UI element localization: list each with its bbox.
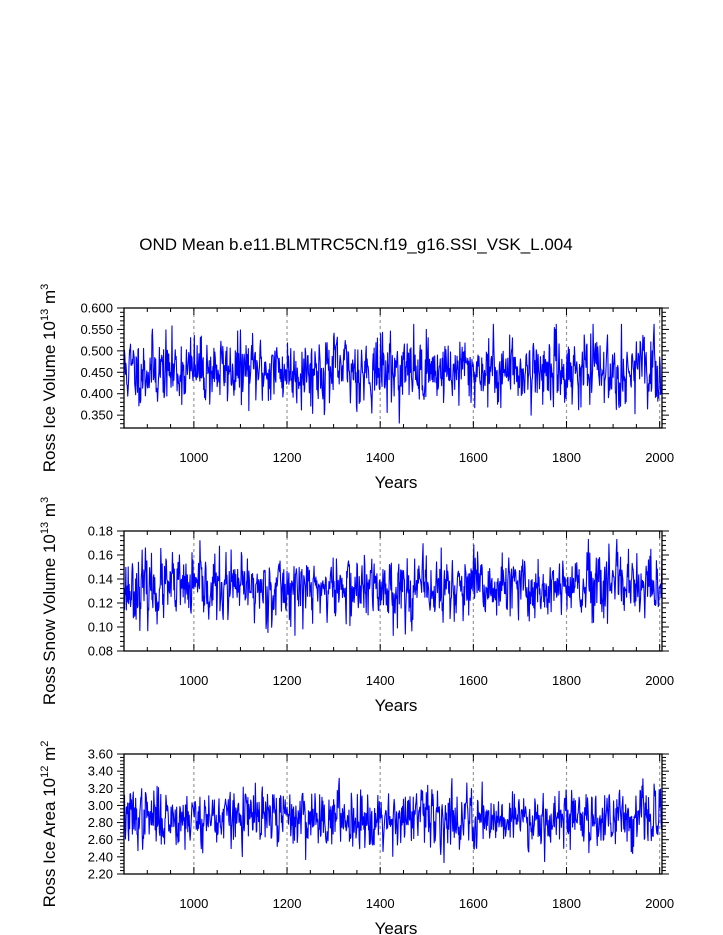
ross-snow-volume-xtick-label: 1800 <box>552 673 581 688</box>
ross-snow-volume-panel: 1000 1200 1400 1600 1800 2000 0.08 0.10 0.12 0.14… <box>39 497 674 715</box>
ross-snow-volume-xtick-label: 1600 <box>459 673 488 688</box>
ross-ice-volume-xtick-label: 1400 <box>366 450 395 465</box>
ross-ice-area-ytick-label: 2.40 <box>88 849 113 864</box>
ross-snow-volume-xtick-label: 1000 <box>179 673 208 688</box>
ross-ice-area-ytick-label: 3.60 <box>88 747 113 762</box>
ross-ice-area-xtick-label: 1400 <box>366 896 395 911</box>
ross-ice-volume-xlabel: Years <box>375 473 418 492</box>
ross-snow-volume-ytick-label: 0.10 <box>88 620 113 635</box>
ross-ice-volume-ytick-label: 0.450 <box>80 365 113 380</box>
ross-ice-area-series-line <box>123 777 663 864</box>
ross-snow-volume-ytick-label: 0.14 <box>88 572 113 587</box>
ross-snow-volume-xlabel: Years <box>375 696 418 715</box>
ross-ice-area-ytick-label: 3.00 <box>88 798 113 813</box>
ross-ice-area-xtick-label: 1000 <box>179 896 208 911</box>
ross-snow-volume-ylabel: Ross Snow Volume 1013 m3 <box>39 497 59 705</box>
ross-snow-volume-ytick-label: 0.18 <box>88 524 113 539</box>
ross-ice-volume-xtick-label: 1800 <box>552 450 581 465</box>
ross-ice-volume-ytick-label: 0.550 <box>80 322 113 337</box>
ross-ice-volume-xtick-label: 2000 <box>645 450 674 465</box>
ross-ice-area-ytick-label: 2.80 <box>88 815 113 830</box>
ross-snow-volume-series-line <box>123 538 663 636</box>
ross-ice-volume-ytick-label: 0.400 <box>80 386 113 401</box>
ross-ice-volume-panel: 1000 1200 1400 1600 1800 2000 0.350 0.400 0.450 0… <box>39 284 674 492</box>
ross-snow-volume-ytick-label: 0.12 <box>88 596 113 611</box>
ross-ice-area-xtick-label: 1600 <box>459 896 488 911</box>
ross-ice-volume-ytick-label: 0.350 <box>80 408 113 423</box>
chart-title: OND Mean b.e11.BLMTRC5CN.f19_g16.SSI_VSK… <box>139 235 572 254</box>
ross-ice-volume-ytick-label: 0.500 <box>80 343 113 358</box>
ross-ice-area-panel: 1000 1200 1400 1600 1800 2000 2.20 2.40 2.60 2.80… <box>39 741 674 935</box>
ross-ice-volume-ylabel: Ross Ice Volume 1013 m3 <box>39 284 59 472</box>
ross-ice-area-xlabel: Years <box>375 919 418 935</box>
ross-ice-area-ytick-label: 3.20 <box>88 781 113 796</box>
ross-snow-volume-ytick-label: 0.08 <box>88 644 113 659</box>
ross-ice-area-ytick-label: 2.20 <box>88 867 113 882</box>
ross-snow-volume-ytick-label: 0.16 <box>88 548 113 563</box>
ross-ice-volume-series-line <box>123 323 663 424</box>
ross-snow-volume-frame <box>123 530 663 652</box>
ross-snow-volume-xtick-label: 1200 <box>273 673 302 688</box>
ross-ice-area-frame <box>123 753 663 875</box>
ross-ice-volume-xtick-label: 1600 <box>459 450 488 465</box>
ross-ice-volume-ytick-label: 0.600 <box>80 301 113 316</box>
ross-ice-area-ytick-label: 2.60 <box>88 832 113 847</box>
ross-ice-area-ytick-label: 3.40 <box>88 764 113 779</box>
ross-ice-area-xtick-label: 1800 <box>552 896 581 911</box>
ross-ice-volume-xtick-label: 1200 <box>273 450 302 465</box>
ross-snow-volume-xtick-label: 1400 <box>366 673 395 688</box>
ross-snow-volume-xtick-label: 2000 <box>645 673 674 688</box>
ross-ice-area-xtick-label: 1200 <box>273 896 302 911</box>
ross-ice-area-xtick-label: 2000 <box>645 896 674 911</box>
ross-ice-area-ylabel: Ross Ice Area 1012 m2 <box>39 741 59 908</box>
ross-ice-volume-xtick-label: 1000 <box>179 450 208 465</box>
